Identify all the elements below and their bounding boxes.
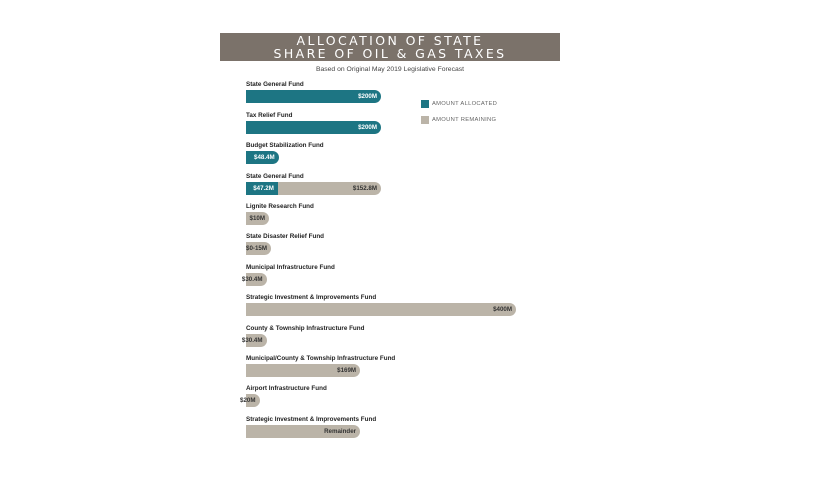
bar-track: $48.4M <box>246 151 279 164</box>
category-label: State Disaster Relief Fund <box>246 233 325 240</box>
category-label: State General Fund <box>246 173 304 180</box>
bar-track: $10M <box>246 212 269 225</box>
category-label: Lignite Research Fund <box>246 203 314 210</box>
allocated-bar <box>246 90 381 103</box>
remaining-value-label: $169M <box>337 367 357 374</box>
allocated-value-label: $200M <box>358 124 377 131</box>
category-label: Strategic Investment & Improvements Fund <box>246 294 377 301</box>
category-label: Strategic Investment & Improvements Fund <box>246 416 377 423</box>
remaining-value-label: $30.4M <box>241 276 263 283</box>
remaining-value-label: $400M <box>493 306 512 313</box>
remaining-bar <box>246 364 361 377</box>
allocated-bar <box>246 151 279 164</box>
bar-track: $169M <box>246 364 361 377</box>
bar-track: $20M <box>240 394 260 407</box>
bar-track: Remainder <box>246 425 361 438</box>
chart-title-banner: ALLOCATION OF STATE SHARE OF OIL & GAS T… <box>220 33 560 61</box>
remaining-value-label: $0-15M <box>246 245 267 252</box>
category-label: State General Fund <box>246 81 304 88</box>
category-label: County & Township Infrastructure Fund <box>246 325 365 332</box>
remaining-value-label: $152.8M <box>352 185 377 192</box>
remaining-bar <box>246 303 516 316</box>
remaining-value-label: $30.4M <box>241 337 263 344</box>
remaining-bar <box>277 182 381 195</box>
bar-track: $0-15M <box>246 242 271 255</box>
chart-title-line2: SHARE OF OIL & GAS TAXES <box>273 46 507 61</box>
remaining-bar <box>246 425 361 438</box>
bar-track: $30.4M <box>242 273 267 286</box>
legend-label: AMOUNT ALLOCATED <box>432 101 498 107</box>
bar-track: $400M <box>246 303 516 316</box>
remaining-value-label: Remainder <box>324 428 357 435</box>
remaining-bar <box>246 242 271 255</box>
remaining-value-label: $10M <box>249 215 265 222</box>
allocated-value-label: $47.2M <box>253 185 274 192</box>
allocated-bar <box>246 182 278 195</box>
category-label: Airport Infrastructure Fund <box>246 385 327 392</box>
bar-track: $200M <box>246 121 381 134</box>
allocated-value-label: $200M <box>358 93 377 100</box>
bar-track: $200M <box>246 90 381 103</box>
remaining-bar <box>246 334 267 347</box>
bar-track: $47.2M $152.8M <box>246 182 381 195</box>
category-label: Tax Relief Fund <box>246 112 293 119</box>
allocated-bar <box>246 121 381 134</box>
remaining-bar <box>246 394 260 407</box>
category-label: Budget Stabilization Fund <box>246 142 324 149</box>
chart-subtitle: Based on Original May 2019 Legislative F… <box>315 66 465 73</box>
legend-label: AMOUNT REMAINING <box>432 117 497 123</box>
category-label: Municipal Infrastructure Fund <box>246 264 335 271</box>
remaining-bar <box>246 212 269 225</box>
allocated-value-label: $48.4M <box>254 154 275 161</box>
remaining-value-label: $20M <box>240 397 256 404</box>
bar-track: $30.4M <box>242 334 267 347</box>
legend-swatch <box>421 116 429 124</box>
category-label: Municipal/County & Township Infrastructu… <box>246 355 396 362</box>
remaining-bar <box>246 273 267 286</box>
legend-swatch <box>421 100 429 108</box>
chart-title-line1: ALLOCATION OF STATE <box>296 33 484 48</box>
